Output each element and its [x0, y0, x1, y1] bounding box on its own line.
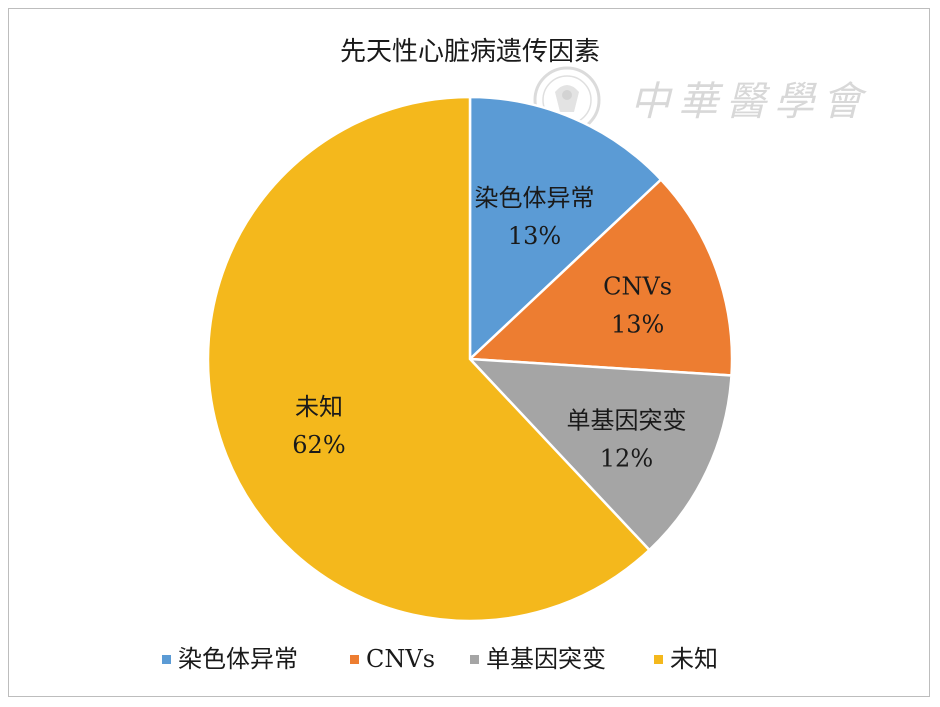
watermark-text: 中華醫學會	[630, 79, 870, 125]
watermark: 中華醫學會	[533, 66, 870, 134]
slice-label-category-2: CNVs	[603, 273, 672, 301]
legend-swatch-1	[162, 655, 171, 664]
pie-slice-2	[467, 177, 734, 377]
slice-label-percent-4: 62%	[292, 431, 345, 459]
chart-title: 先天性心脏病遗传因素	[340, 37, 600, 67]
slice-label-category-1: 染色体异常	[475, 184, 595, 212]
pie-slice-1	[468, 95, 663, 362]
pie-slice-4	[206, 95, 652, 623]
legend-label-2: CNVs	[366, 645, 435, 673]
slice-label-percent-3: 12%	[600, 445, 653, 473]
legend-label-4: 未知	[670, 645, 718, 673]
pie-slice-3	[466, 357, 733, 552]
slice-label-category-4: 未知	[295, 393, 343, 421]
legend-label-1: 染色体异常	[178, 645, 298, 673]
legend-label-3: 单基因突变	[486, 645, 606, 673]
legend-swatch-3	[470, 655, 479, 664]
pie-data-labels: 染色体异常 13% CNVs 13% 单基因突变 12% 未知 62%	[292, 184, 686, 473]
legend: 染色体异常 CNVs 单基因突变 未知	[162, 645, 718, 673]
slice-label-percent-1: 13%	[508, 222, 561, 250]
pie-slices	[206, 95, 734, 623]
legend-swatch-2	[350, 655, 359, 664]
legend-swatch-4	[654, 655, 663, 664]
slice-label-percent-2: 13%	[611, 311, 664, 339]
slice-label-category-3: 单基因突变	[566, 407, 686, 435]
